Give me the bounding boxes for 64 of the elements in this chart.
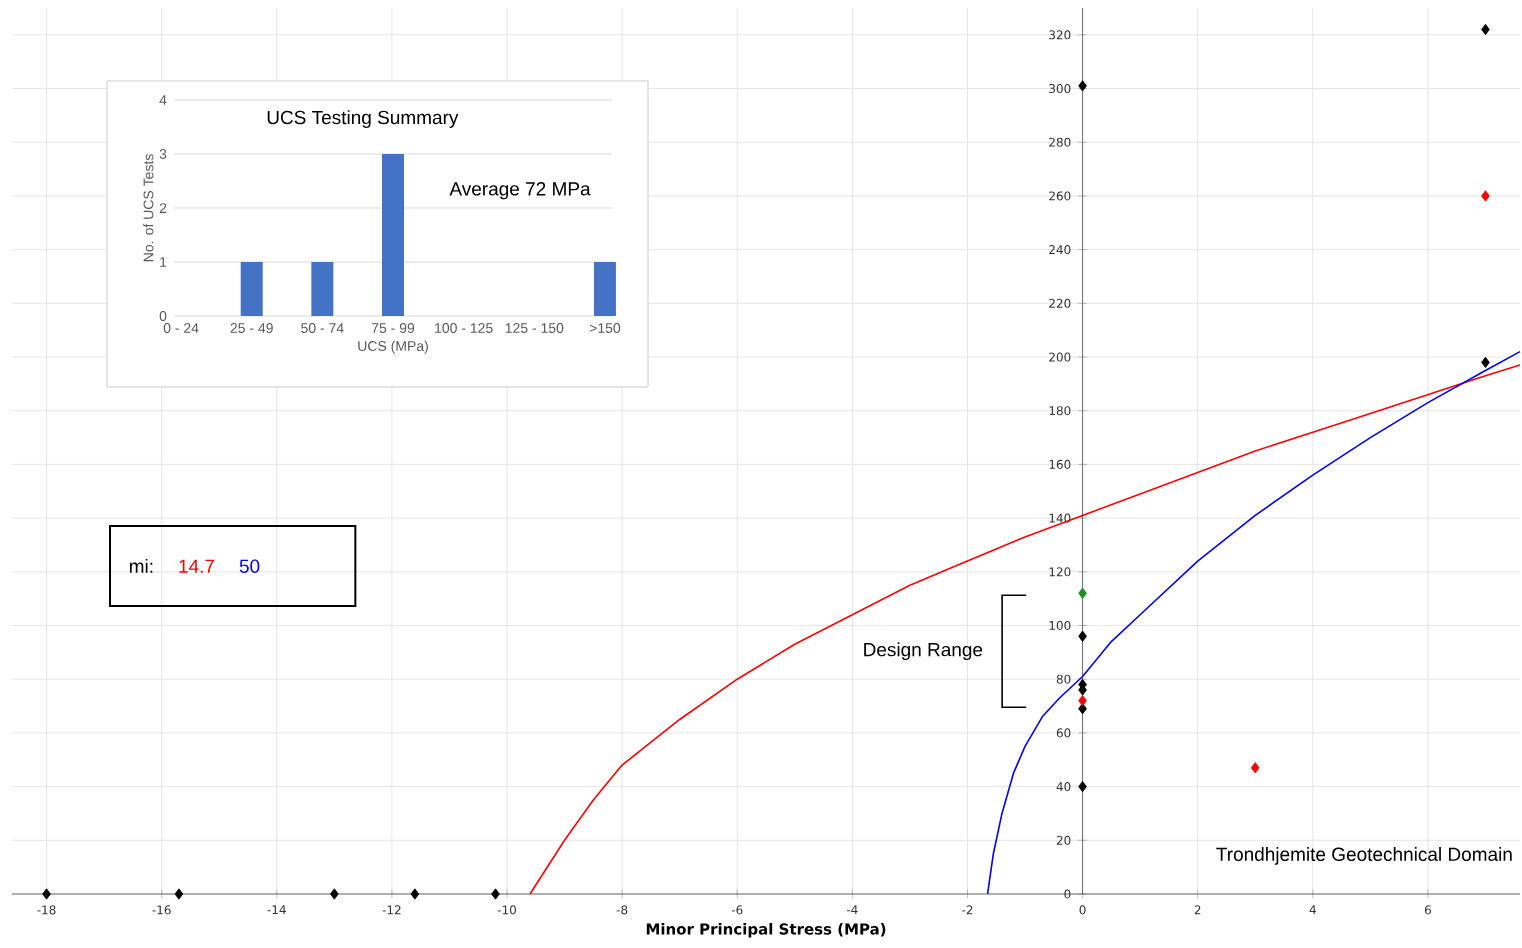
x-tick-label: 25 - 49: [230, 323, 273, 333]
y-tick-label: 220: [1049, 298, 1071, 308]
y-tick-label: 300: [1049, 84, 1071, 94]
x-tick-label: >150: [589, 323, 621, 333]
x-tick-label: -2: [962, 905, 973, 915]
y-tick-label: 4: [159, 95, 167, 105]
y-tick-label: 180: [1049, 406, 1071, 416]
point: [410, 888, 420, 900]
x-tick-label: -14: [267, 905, 286, 915]
x-axis-title: UCS (MPa): [358, 340, 428, 354]
x-tick-label: -12: [382, 905, 401, 915]
y-tick-label: 3: [159, 149, 167, 159]
y-tick-label: 40: [1056, 782, 1071, 792]
x-tick-label: 50 - 74: [301, 323, 344, 333]
y-tick-label: 0: [1064, 889, 1071, 899]
y-axis-title: No. of UCS Tests: [143, 154, 154, 262]
point: [1078, 80, 1087, 92]
y-tick-label: 200: [1049, 352, 1071, 362]
x-tick-label: -8: [616, 905, 628, 915]
y-tick-label: 160: [1049, 459, 1071, 469]
y-tick-label: 260: [1049, 191, 1071, 201]
text: UCS Testing Summary: [267, 110, 459, 128]
legend-title: mi:: [129, 559, 153, 573]
x-tick-label: -6: [731, 905, 743, 915]
point: [330, 888, 339, 900]
x-tick-label: -16: [152, 905, 171, 915]
point: [1250, 762, 1260, 774]
text: 14.7: [179, 559, 215, 573]
point: [174, 888, 184, 900]
x-tick-label: 0 - 24: [163, 323, 199, 333]
point: [491, 888, 500, 900]
annotation: Trondhjemite Geotechnical Domain: [1216, 847, 1512, 865]
y-tick-label: 60: [1056, 728, 1071, 738]
y-tick-label: 280: [1049, 137, 1071, 147]
annotation: Design Range: [864, 642, 983, 661]
y-tick-label: 1: [160, 257, 167, 267]
point: [1481, 356, 1490, 368]
x-axis-title: Minor Principal Stress (MPa): [646, 923, 886, 938]
x-tick-label: 2: [1194, 905, 1201, 915]
annotation: Average 72 MPa: [449, 182, 591, 200]
y-tick-label: 140: [1049, 513, 1071, 523]
point: [1078, 695, 1087, 707]
x-tick-label: 6: [1424, 905, 1431, 915]
x-tick-label: 100 - 125: [435, 323, 493, 333]
x-tick-label: 125 - 150: [505, 323, 564, 333]
x-tick-label: -10: [497, 905, 516, 915]
point: [42, 888, 51, 900]
y-tick-label: 120: [1049, 567, 1071, 577]
y-tick-label: 20: [1056, 835, 1071, 845]
y-tick-label: 80: [1056, 674, 1071, 684]
x-tick-label: 0: [1079, 905, 1086, 915]
y-tick-label: 2: [159, 203, 167, 213]
y-tick-label: 240: [1049, 245, 1071, 255]
x-tick-label: 4: [1309, 905, 1316, 915]
point: [1078, 587, 1087, 599]
text: 50: [239, 559, 260, 573]
point: [1078, 630, 1087, 642]
x-tick-label: -4: [846, 905, 858, 915]
y-tick-label: 320: [1049, 30, 1071, 40]
x-tick-label: -18: [37, 905, 56, 915]
point: [1481, 190, 1490, 202]
x-tick-label: 75 - 99: [371, 323, 415, 333]
y-tick-label: 100: [1049, 620, 1071, 631]
y-tick-label: 0: [159, 311, 167, 321]
